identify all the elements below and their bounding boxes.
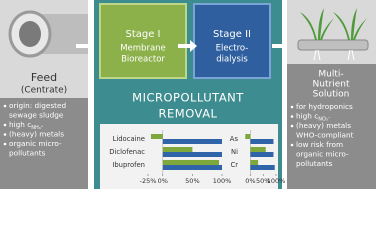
x-tick-label: 100% <box>267 177 286 185</box>
category-label: Ibuprofen <box>112 161 145 169</box>
bullet-dot <box>290 105 294 109</box>
stage-box <box>193 3 271 79</box>
bar <box>162 160 220 165</box>
x-tick-label: 0% <box>245 177 255 185</box>
bullet-text: (heavy) metals <box>296 121 351 130</box>
bullet-dot <box>3 133 7 136</box>
stage-desc: Membrane <box>120 44 166 54</box>
x-tick-label: 100% <box>213 177 232 185</box>
subscript: NO₃⁻ <box>318 116 331 122</box>
removal-title: MICROPOLLUTANT <box>132 91 244 105</box>
category-label: As <box>230 135 239 143</box>
bullet-dot <box>3 142 7 146</box>
stage-label: Stage I <box>125 29 160 40</box>
arrow <box>76 40 98 52</box>
x-tick-label: 50% <box>185 177 199 185</box>
output-title: Solution <box>313 90 350 100</box>
bullet-text: high cNO₃⁻ <box>296 112 331 123</box>
feed-subtitle: (Centrate) <box>21 86 67 96</box>
bullet-text: origin: digested <box>9 101 66 110</box>
x-tick-label: 0% <box>158 177 168 185</box>
category-label: Lidocaine <box>113 135 145 143</box>
output-title: Nutrient <box>313 80 350 90</box>
bullet-text: WHO-compliant <box>296 131 354 140</box>
bar <box>245 134 251 139</box>
bar <box>162 165 222 170</box>
bar <box>162 147 193 152</box>
bar <box>250 165 275 170</box>
output-title: Multi- <box>318 70 343 80</box>
bar <box>250 160 259 165</box>
feed-bullet-box <box>0 98 88 189</box>
bullet-text: (heavy) metals <box>9 130 64 139</box>
category-label: Diclofenac <box>109 148 145 156</box>
bullet-dot <box>3 104 7 108</box>
stage-label: Stage II <box>213 29 251 40</box>
stage-box <box>99 3 187 79</box>
bullet-text: pollutants <box>9 149 46 158</box>
category-label: Ni <box>231 148 238 156</box>
bar <box>162 139 222 144</box>
stage-desc: Bioreactor <box>121 55 165 65</box>
removal-title: REMOVAL <box>159 107 218 121</box>
plant-icon <box>297 8 369 61</box>
bullet-dot <box>290 143 294 147</box>
bullet-text: high cNH₄⁺ <box>9 120 44 131</box>
bar <box>150 134 163 139</box>
bullet-text: for hydroponics <box>296 102 353 111</box>
feed-title: Feed <box>31 71 57 84</box>
bullet-dot <box>290 124 294 128</box>
subscript: NH₄⁺ <box>31 125 44 131</box>
bar <box>250 152 274 157</box>
bullet-text: organic micro- <box>296 150 349 159</box>
bullet-text: pollutants <box>296 159 333 168</box>
x-tick-label: 50% <box>256 177 270 185</box>
x-tick-label: -25% <box>140 177 157 185</box>
pipe-icon <box>8 10 88 58</box>
output-bullet-box <box>287 64 376 189</box>
arrow <box>178 40 197 52</box>
stage-desc: Electro- <box>216 44 249 54</box>
bullet-text: organic micro- <box>9 139 62 148</box>
category-label: Cr <box>230 161 238 169</box>
bar <box>162 152 222 157</box>
bullet-text: low risk from <box>296 140 343 149</box>
stage-desc: dialysis <box>216 55 248 65</box>
bullet-text: sewage sludge <box>9 111 64 120</box>
bullet-dot <box>290 115 294 118</box>
bullet-dot <box>3 123 7 127</box>
graphical-abstract: Feed (Centrate) Stage I Membrane Bioreac… <box>0 0 376 189</box>
bar <box>250 139 274 144</box>
bar <box>250 147 266 152</box>
